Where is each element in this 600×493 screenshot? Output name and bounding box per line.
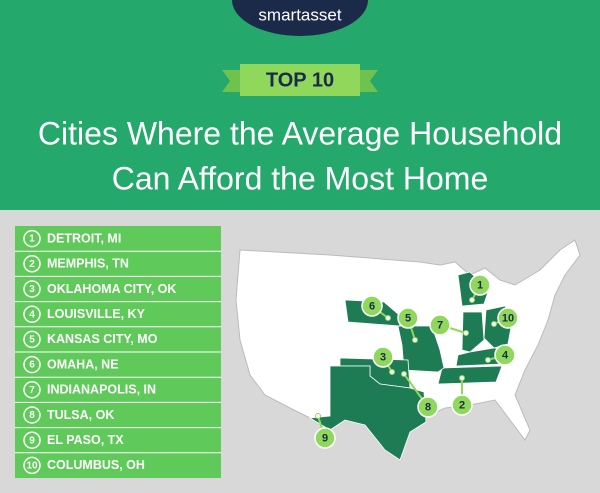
marker-label: 3: [380, 351, 386, 363]
rank-circle: [23, 456, 41, 475]
marker-dot: [315, 413, 321, 419]
marker: [494, 344, 516, 366]
marker-dot: [459, 375, 465, 381]
marker-label: 1: [477, 279, 483, 291]
rank-circle: [23, 280, 41, 298]
marker: [451, 394, 473, 416]
marker-label: 6: [369, 300, 375, 312]
marker: [361, 295, 383, 317]
marker-label: 7: [437, 319, 443, 331]
marker: [417, 396, 439, 418]
rank: 8: [29, 410, 35, 421]
marker-label: 4: [502, 349, 509, 361]
marker: [469, 274, 491, 296]
marker-dot: [389, 369, 395, 375]
rank: 3: [29, 284, 35, 295]
title-line: Cities Where the Average Household: [38, 115, 562, 151]
rank-circle: [23, 406, 41, 424]
marker: [397, 307, 419, 329]
ribbon: [240, 64, 360, 96]
rank-circle: [23, 229, 41, 248]
rank: 5: [29, 335, 35, 346]
title-line: Can Afford the Most Home: [112, 160, 488, 196]
marker-label: 9: [322, 432, 328, 444]
rank-circle: [23, 255, 41, 273]
marker-dot: [412, 337, 418, 343]
map-markers: 1 2 3 4 5 6 7 8 9 10: [314, 274, 519, 449]
rank-circle: [23, 381, 41, 399]
marker-dot: [463, 330, 469, 336]
badge: TOP 10: [266, 69, 334, 91]
rank-circle: [23, 431, 41, 449]
marker: [314, 427, 336, 449]
rank-circle: [23, 305, 41, 323]
rank: 10: [26, 461, 38, 472]
logo: smartasset: [258, 5, 341, 24]
ribbon-ends: [222, 70, 378, 92]
marker-label: 10: [502, 312, 514, 324]
city: INDIANAPOLIS, IN: [47, 383, 156, 397]
marker-dot: [469, 297, 475, 303]
city: OMAHA, NE: [47, 357, 119, 371]
marker-dot: [491, 321, 497, 327]
rank-circle: [23, 330, 41, 349]
rank: 7: [29, 385, 35, 396]
city: MEMPHIS, TN: [47, 257, 129, 271]
rank-circle: [23, 355, 41, 374]
rank: 9: [29, 435, 35, 446]
marker-dot: [401, 371, 407, 377]
rank: 1: [29, 234, 35, 245]
marker-label: 5: [405, 312, 411, 324]
city: DETROIT, MI: [47, 231, 121, 245]
marker-dot: [385, 315, 391, 321]
rank: 4: [29, 309, 35, 320]
city-list: 1 DETROIT, MI 2 MEMPHIS, TN 3 OKLAHOMA CITY, …: [15, 229, 221, 475]
city: LOUISVILLE, KY: [47, 307, 146, 321]
marker-label: 8: [425, 401, 431, 413]
marker-label: 2: [459, 399, 465, 411]
marker: [429, 314, 451, 336]
marker: [497, 307, 519, 329]
logo-badge: [232, 0, 368, 36]
city: COLUMBUS, OH: [47, 458, 145, 472]
marker: [372, 346, 394, 368]
city: TULSA, OK: [47, 408, 114, 422]
city: OKLAHOMA CITY, OK: [47, 282, 176, 296]
marker-dot: [485, 357, 491, 363]
rank: 2: [29, 259, 35, 270]
city: KANSAS CITY, MO: [47, 332, 158, 346]
rank: 6: [29, 360, 35, 371]
city: EL PASO, TX: [47, 433, 124, 447]
